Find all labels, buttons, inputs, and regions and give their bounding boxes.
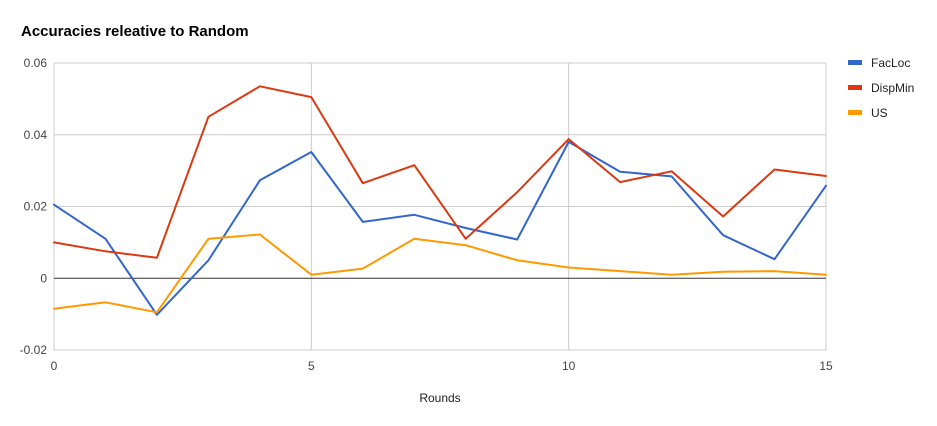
legend-label-us: US xyxy=(871,106,888,120)
y-tick-label: 0.04 xyxy=(24,128,48,142)
series-lines xyxy=(53,85,827,316)
x-tick-label: 15 xyxy=(819,359,833,373)
series-line-facloc xyxy=(53,140,827,316)
y-tick-label: 0.02 xyxy=(24,200,48,214)
legend-swatch-facloc xyxy=(848,60,862,65)
series-line-us xyxy=(53,233,827,314)
legend-label-facloc: FacLoc xyxy=(871,56,910,70)
legend-swatch-dispmin xyxy=(848,85,862,90)
series-line-dispmin xyxy=(53,85,827,259)
y-tick-label: 0 xyxy=(40,271,47,285)
x-axis-title: Rounds xyxy=(419,391,460,405)
y-tick-label: -0.02 xyxy=(20,343,48,357)
legend: FacLoc DispMin US xyxy=(848,56,914,120)
x-tick-label: 0 xyxy=(51,359,58,373)
gridlines xyxy=(53,62,827,351)
x-tick-label: 10 xyxy=(562,359,576,373)
legend-swatch-us xyxy=(848,110,862,115)
chart-title: Accuracies releative to Random xyxy=(21,23,249,40)
legend-label-dispmin: DispMin xyxy=(871,81,914,95)
y-tick-label: 0.06 xyxy=(24,56,48,70)
x-tick-label: 5 xyxy=(308,359,315,373)
